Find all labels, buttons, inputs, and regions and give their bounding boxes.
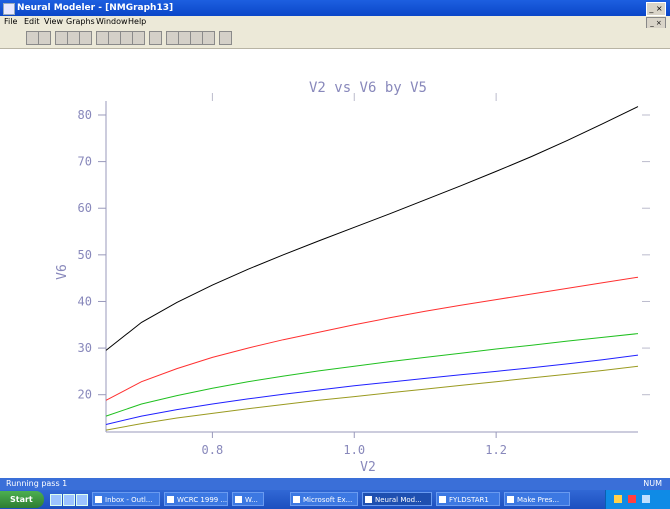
task-w[interactable]: W... bbox=[232, 492, 264, 506]
task-icon bbox=[293, 496, 300, 503]
y-tick-label: 30 bbox=[78, 341, 92, 355]
series-line-3 bbox=[105, 333, 639, 417]
save-icon[interactable] bbox=[38, 31, 51, 45]
menu-file[interactable]: File bbox=[4, 17, 18, 26]
ie-icon[interactable] bbox=[50, 494, 62, 506]
start-button[interactable]: Start bbox=[0, 491, 44, 508]
task-neural-modeler[interactable]: Neural Mod... bbox=[362, 492, 432, 506]
menu-edit[interactable]: Edit bbox=[24, 17, 40, 26]
outlook-icon[interactable] bbox=[76, 494, 88, 506]
series-line-4 bbox=[105, 354, 639, 425]
task-icon bbox=[235, 496, 242, 503]
settings-icon[interactable] bbox=[219, 31, 232, 45]
grid-icon[interactable] bbox=[149, 31, 162, 45]
paste-icon[interactable] bbox=[79, 31, 92, 45]
chart: V2 vs V6 by V5 V2 V6 20 30 40 50 60 70 80 0.8 1.… bbox=[55, 80, 650, 475]
task-inbox[interactable]: Inbox - Outl... bbox=[92, 492, 160, 506]
status-text: Running pass 1 bbox=[6, 479, 68, 488]
tray-icon[interactable] bbox=[628, 495, 636, 503]
y-tick-label: 20 bbox=[78, 388, 92, 402]
series-line-2 bbox=[105, 276, 639, 401]
app-icon bbox=[3, 3, 15, 15]
task-icon bbox=[365, 496, 372, 503]
window-controls[interactable]: _ × bbox=[646, 2, 666, 16]
tray-icon[interactable] bbox=[614, 495, 622, 503]
task-fyldstar[interactable]: FYLDSTAR1 bbox=[436, 492, 500, 506]
task-label: Microsoft Ex... bbox=[303, 496, 353, 504]
task-make-pres[interactable]: Make Pres... bbox=[504, 492, 570, 506]
y-tick-label: 70 bbox=[78, 155, 92, 169]
toolbar bbox=[0, 28, 670, 49]
x-axis-label: V2 bbox=[360, 460, 376, 475]
stop-icon[interactable] bbox=[202, 31, 215, 45]
system-tray bbox=[605, 490, 670, 509]
y-tick-label: 50 bbox=[78, 248, 92, 262]
series-line-5 bbox=[105, 365, 639, 431]
y-tick-label: 40 bbox=[78, 294, 92, 308]
status-bar: Running pass 1 NUM bbox=[0, 478, 670, 490]
window-title: Neural Modeler - [NMGraph13] bbox=[17, 3, 174, 13]
x-tick-label: 0.8 bbox=[202, 443, 224, 457]
task-wcrc[interactable]: WCRC 1999 ... bbox=[164, 492, 228, 506]
task-label: FYLDSTAR1 bbox=[449, 496, 489, 504]
menu-graphs[interactable]: Graphs bbox=[66, 17, 95, 26]
menu-bar: File Edit View Graphs Window Help _ × bbox=[0, 16, 670, 29]
task-label: Make Pres... bbox=[517, 496, 560, 504]
x-tick-label: 1.0 bbox=[343, 443, 365, 457]
taskbar: Start Inbox - Outl... WCRC 1999 ... W...… bbox=[0, 490, 670, 509]
menu-help[interactable]: Help bbox=[128, 17, 147, 26]
task-excel[interactable]: Microsoft Ex... bbox=[290, 492, 358, 506]
task-icon bbox=[439, 496, 446, 503]
tray-icon[interactable] bbox=[642, 495, 650, 503]
task-label: Inbox - Outl... bbox=[105, 496, 153, 504]
y-tick-label: 80 bbox=[78, 108, 92, 122]
chart-title: V2 vs V6 by V5 bbox=[309, 80, 427, 96]
task-label: WCRC 1999 ... bbox=[177, 496, 228, 504]
plot-area: V2 vs V6 by V5 V2 V6 20 30 40 50 60 70 80 0.8 1.… bbox=[0, 49, 670, 478]
series-line-1 bbox=[105, 106, 639, 351]
menu-view[interactable]: View bbox=[44, 17, 63, 26]
task-icon bbox=[95, 496, 102, 503]
y-axis-label: V6 bbox=[55, 264, 70, 280]
desktop-icon[interactable] bbox=[63, 494, 75, 506]
title-bar: Neural Modeler - [NMGraph13] _ × bbox=[0, 0, 670, 16]
task-icon bbox=[167, 496, 174, 503]
menu-window[interactable]: Window bbox=[96, 17, 128, 26]
num-lock-indicator: NUM bbox=[643, 479, 662, 488]
x-tick-label: 1.2 bbox=[485, 443, 507, 457]
y-tick-label: 60 bbox=[78, 201, 92, 215]
help-icon[interactable] bbox=[132, 31, 145, 45]
task-label: W... bbox=[245, 496, 258, 504]
task-icon bbox=[507, 496, 514, 503]
task-label: Neural Mod... bbox=[375, 496, 422, 504]
